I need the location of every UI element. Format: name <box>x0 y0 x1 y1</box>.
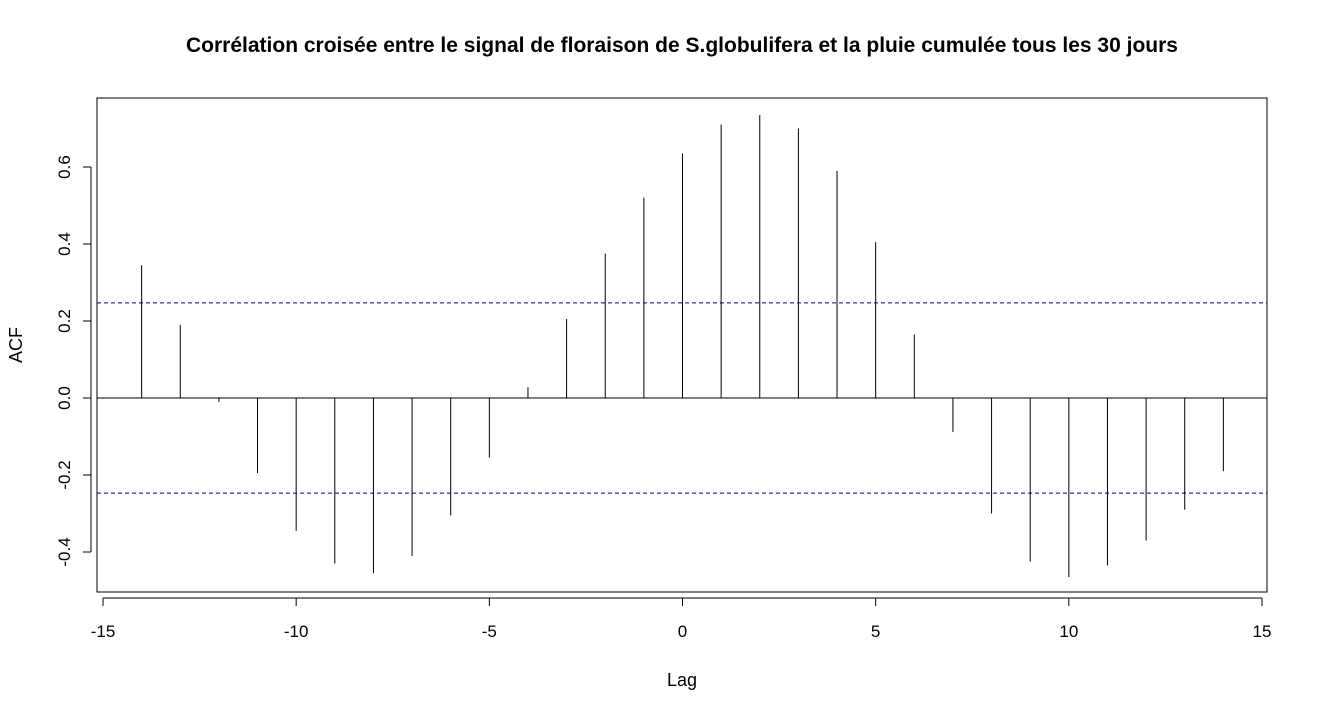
x-tick-label: -15 <box>91 622 116 641</box>
y-tick-label: -0.2 <box>55 460 74 489</box>
x-axis-label: Lag <box>667 670 697 690</box>
y-tick-label: 0.4 <box>55 232 74 256</box>
x-tick-label: 15 <box>1253 622 1272 641</box>
chart-title: Corrélation croisée entre le signal de f… <box>186 34 1178 57</box>
x-tick-label: 0 <box>678 622 687 641</box>
y-axis: -0.4 -0.2 0.0 0.2 0.4 0.6 <box>55 155 92 567</box>
y-tick-label: -0.4 <box>55 537 74 566</box>
y-tick-label: 0.0 <box>55 386 74 410</box>
plot-frame <box>96 97 1268 593</box>
x-tick-label: -5 <box>482 622 497 641</box>
y-axis-label: ACF <box>6 327 26 363</box>
x-tick-label: 5 <box>871 622 880 641</box>
y-tick-label: 0.6 <box>55 155 74 179</box>
x-tick-label: 10 <box>1059 622 1078 641</box>
x-tick-label: -10 <box>284 622 309 641</box>
y-tick-label: 0.2 <box>55 309 74 333</box>
x-axis: -15 -10 -5 0 5 10 15 <box>91 597 1272 641</box>
plot-marks <box>97 115 1267 578</box>
